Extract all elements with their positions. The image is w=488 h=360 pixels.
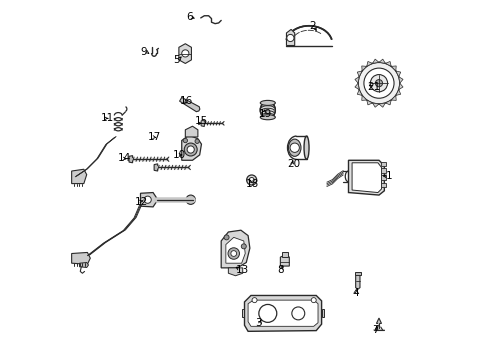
Polygon shape: [381, 183, 386, 187]
Polygon shape: [201, 120, 204, 127]
Text: 9: 9: [140, 46, 147, 57]
Circle shape: [182, 50, 188, 57]
Text: 3: 3: [255, 319, 262, 328]
Circle shape: [291, 307, 304, 320]
Ellipse shape: [260, 100, 275, 105]
Ellipse shape: [260, 115, 275, 120]
Polygon shape: [385, 62, 390, 66]
Polygon shape: [395, 71, 400, 77]
Circle shape: [224, 235, 228, 240]
Polygon shape: [361, 95, 366, 100]
Text: 14: 14: [118, 153, 131, 163]
Text: 21: 21: [366, 82, 380, 92]
Circle shape: [258, 305, 276, 322]
Circle shape: [184, 143, 197, 156]
Text: 6: 6: [186, 12, 193, 22]
Circle shape: [144, 196, 151, 203]
Text: 7: 7: [371, 325, 378, 335]
Polygon shape: [282, 252, 287, 257]
Polygon shape: [378, 103, 385, 107]
Polygon shape: [354, 83, 359, 90]
Text: 16: 16: [180, 96, 193, 106]
Polygon shape: [179, 98, 200, 112]
Polygon shape: [154, 164, 158, 171]
Polygon shape: [366, 100, 372, 105]
Polygon shape: [381, 175, 386, 180]
Text: 8: 8: [276, 265, 283, 275]
Circle shape: [227, 248, 239, 259]
Polygon shape: [354, 272, 360, 275]
Polygon shape: [395, 90, 400, 95]
Circle shape: [363, 68, 393, 98]
Polygon shape: [366, 62, 372, 66]
Text: 13: 13: [235, 265, 248, 275]
Circle shape: [249, 177, 254, 183]
Ellipse shape: [288, 139, 301, 156]
Ellipse shape: [260, 102, 275, 119]
Polygon shape: [72, 252, 90, 264]
Polygon shape: [381, 162, 386, 166]
Polygon shape: [80, 262, 88, 267]
Polygon shape: [228, 268, 242, 276]
Text: 10: 10: [172, 150, 185, 160]
Text: 11: 11: [100, 113, 113, 123]
Text: 5: 5: [173, 55, 180, 65]
Polygon shape: [354, 77, 359, 83]
Polygon shape: [357, 71, 362, 77]
Polygon shape: [280, 255, 289, 266]
Polygon shape: [286, 30, 294, 45]
Polygon shape: [378, 59, 385, 63]
Polygon shape: [348, 160, 384, 195]
Circle shape: [375, 80, 382, 87]
Polygon shape: [390, 66, 395, 71]
Polygon shape: [355, 273, 359, 289]
Circle shape: [289, 143, 299, 152]
Polygon shape: [390, 95, 395, 100]
Text: 20: 20: [287, 159, 300, 169]
Circle shape: [183, 138, 187, 143]
Circle shape: [251, 298, 257, 303]
Text: 15: 15: [195, 116, 208, 126]
Polygon shape: [351, 163, 381, 193]
Circle shape: [185, 195, 195, 204]
Polygon shape: [376, 318, 381, 323]
Text: 18: 18: [246, 179, 259, 189]
Text: 4: 4: [351, 288, 358, 298]
Polygon shape: [179, 44, 191, 63]
Polygon shape: [129, 156, 132, 163]
Circle shape: [195, 139, 199, 143]
Circle shape: [369, 75, 387, 92]
Polygon shape: [221, 230, 249, 268]
Circle shape: [286, 35, 293, 41]
Circle shape: [230, 251, 236, 256]
Polygon shape: [72, 169, 86, 184]
Circle shape: [246, 175, 256, 185]
Polygon shape: [247, 300, 317, 326]
Polygon shape: [398, 77, 402, 83]
Polygon shape: [357, 90, 362, 95]
Polygon shape: [185, 126, 198, 137]
Polygon shape: [140, 193, 156, 207]
Circle shape: [187, 146, 194, 153]
Polygon shape: [372, 103, 378, 107]
Text: 12: 12: [135, 197, 148, 207]
Polygon shape: [182, 135, 201, 160]
Polygon shape: [372, 59, 378, 63]
Text: 19: 19: [258, 109, 271, 119]
Polygon shape: [381, 168, 386, 173]
Text: 17: 17: [147, 132, 161, 142]
Polygon shape: [244, 296, 321, 331]
Circle shape: [357, 62, 399, 104]
Text: 2: 2: [308, 21, 315, 31]
Circle shape: [310, 298, 316, 303]
Polygon shape: [225, 237, 244, 263]
Text: 1: 1: [386, 171, 392, 181]
Polygon shape: [385, 100, 390, 105]
Polygon shape: [361, 66, 366, 71]
Circle shape: [241, 244, 246, 249]
Polygon shape: [241, 309, 244, 317]
Ellipse shape: [304, 136, 308, 159]
Polygon shape: [321, 309, 324, 317]
Polygon shape: [398, 83, 402, 90]
